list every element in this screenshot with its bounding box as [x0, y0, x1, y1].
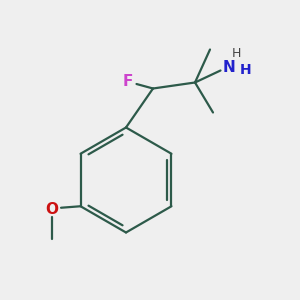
Text: F: F [122, 74, 133, 88]
Text: O: O [46, 202, 59, 217]
Text: H: H [231, 46, 241, 60]
Text: H: H [240, 64, 252, 77]
Text: N: N [223, 60, 236, 75]
